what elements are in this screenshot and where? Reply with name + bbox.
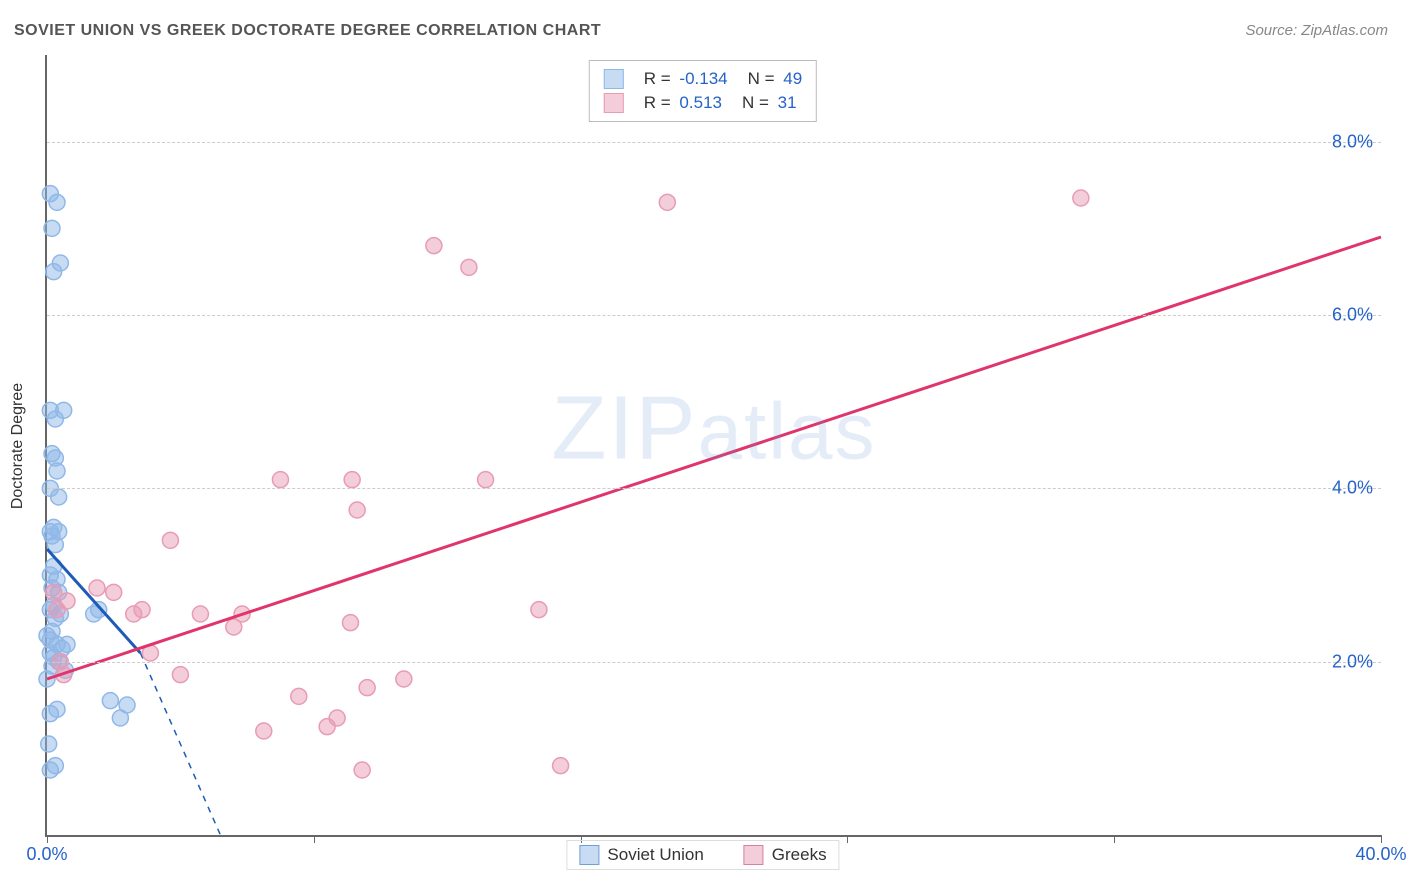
legend-corr-row: R = -0.134 N = 49 (604, 67, 802, 91)
data-point (119, 697, 135, 713)
y-axis-label: Doctorate Degree (9, 383, 27, 509)
legend-item: Soviet Union (579, 845, 703, 865)
gridline (47, 662, 1381, 663)
data-point (659, 194, 675, 210)
legend-r-value: 0.513 (675, 93, 722, 112)
data-point (59, 636, 75, 652)
data-point (42, 632, 58, 648)
data-point (342, 615, 358, 631)
gridline (47, 142, 1381, 143)
data-point (59, 593, 75, 609)
plot-area: ZIPatlas 2.0%4.0%6.0%8.0%0.0%40.0% (45, 55, 1381, 837)
data-point (344, 472, 360, 488)
plot-svg (47, 55, 1381, 835)
legend-label: Soviet Union (607, 845, 703, 865)
legend-n-label: N = 31 (742, 93, 797, 113)
data-point (1073, 190, 1089, 206)
data-point (106, 584, 122, 600)
data-point (531, 602, 547, 618)
data-point (553, 758, 569, 774)
y-tick-label: 8.0% (1332, 131, 1373, 152)
data-point (51, 489, 67, 505)
source-attribution: Source: ZipAtlas.com (1245, 22, 1388, 39)
y-tick-label: 2.0% (1332, 651, 1373, 672)
data-point (49, 194, 65, 210)
data-point (42, 762, 58, 778)
legend-n-value: 49 (779, 69, 803, 88)
data-point (192, 606, 208, 622)
data-point (91, 602, 107, 618)
legend-corr-row: R = 0.513 N = 31 (604, 91, 802, 115)
legend-swatch (604, 93, 624, 113)
data-point (461, 259, 477, 275)
data-point (44, 220, 60, 236)
data-point (56, 402, 72, 418)
data-point (354, 762, 370, 778)
data-point (49, 463, 65, 479)
x-tick (47, 835, 48, 843)
y-tick-label: 6.0% (1332, 305, 1373, 326)
data-point (478, 472, 494, 488)
x-tick (314, 835, 315, 843)
data-point (349, 502, 365, 518)
data-point (256, 723, 272, 739)
gridline (47, 488, 1381, 489)
legend-r-label: R = 0.513 (644, 93, 722, 113)
chart-title: SOVIET UNION VS GREEK DOCTORATE DEGREE C… (14, 22, 601, 40)
x-tick (1381, 835, 1382, 843)
data-point (162, 532, 178, 548)
data-point (272, 472, 288, 488)
y-tick-label: 4.0% (1332, 478, 1373, 499)
legend-r-value: -0.134 (675, 69, 728, 88)
data-point (329, 710, 345, 726)
x-tick (847, 835, 848, 843)
data-point (134, 602, 150, 618)
data-point (396, 671, 412, 687)
data-point (42, 706, 58, 722)
trend-line (47, 237, 1381, 679)
x-tick-label: 0.0% (26, 844, 67, 865)
chart-container: SOVIET UNION VS GREEK DOCTORATE DEGREE C… (0, 0, 1406, 892)
x-tick-label: 40.0% (1355, 844, 1406, 865)
data-point (172, 667, 188, 683)
data-point (291, 688, 307, 704)
legend-swatch (604, 69, 624, 89)
x-tick (1114, 835, 1115, 843)
correlation-legend: R = -0.134 N = 49 R = 0.513 N = 31 (589, 60, 817, 122)
data-point (89, 580, 105, 596)
data-point (46, 264, 62, 280)
legend-swatch (579, 845, 599, 865)
legend-swatch (744, 845, 764, 865)
data-point (102, 693, 118, 709)
gridline (47, 315, 1381, 316)
data-point (41, 736, 57, 752)
data-point (359, 680, 375, 696)
legend-label: Greeks (772, 845, 827, 865)
legend-n-label: N = 49 (748, 69, 803, 89)
series-legend: Soviet Union Greeks (566, 840, 839, 870)
legend-r-label: R = -0.134 (644, 69, 728, 89)
data-point (426, 238, 442, 254)
legend-n-value: 31 (773, 93, 797, 112)
legend-item: Greeks (744, 845, 827, 865)
